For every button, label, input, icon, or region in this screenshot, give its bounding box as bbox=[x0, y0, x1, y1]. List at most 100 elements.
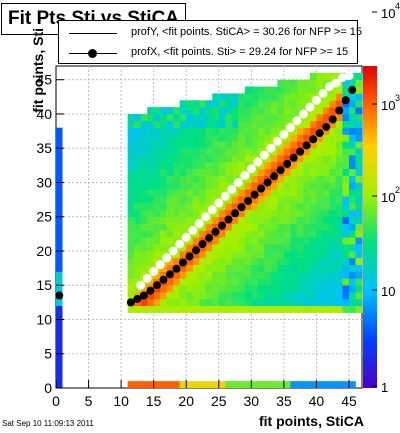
heat-cell bbox=[309, 298, 317, 307]
heat-cell bbox=[270, 216, 278, 224]
heat-cell bbox=[296, 175, 304, 183]
heat-cell bbox=[127, 285, 135, 293]
y-tick-label: 25 bbox=[36, 209, 52, 225]
heat-cell bbox=[303, 120, 311, 128]
heat-cell-left bbox=[56, 326, 63, 334]
heat-cell bbox=[218, 216, 226, 224]
heat-cell-bottom bbox=[218, 381, 226, 388]
heat-cell bbox=[277, 155, 285, 163]
heat-cell bbox=[296, 93, 304, 101]
heat-cell bbox=[296, 127, 304, 135]
heat-cell bbox=[342, 79, 350, 87]
heat-cell-bottom bbox=[309, 381, 317, 388]
profx-point bbox=[328, 115, 337, 124]
heat-cell bbox=[257, 175, 265, 183]
heat-cell bbox=[283, 250, 291, 259]
heat-cell bbox=[277, 244, 285, 252]
profy-point bbox=[175, 239, 185, 249]
heat-cell bbox=[179, 120, 187, 128]
profy-point bbox=[311, 95, 321, 105]
heat-cell bbox=[322, 271, 330, 279]
heat-cell bbox=[296, 100, 304, 108]
heat-cell bbox=[316, 182, 324, 190]
heat-cell bbox=[251, 278, 259, 286]
heat-cell-bottom bbox=[238, 381, 246, 388]
profx-point bbox=[218, 221, 227, 230]
heat-cell bbox=[225, 292, 233, 300]
heat-cell bbox=[264, 237, 272, 245]
heat-cell bbox=[335, 271, 343, 279]
heat-cell bbox=[316, 257, 324, 265]
heat-cell bbox=[270, 203, 278, 211]
heat-cell bbox=[264, 100, 272, 108]
y-tick-label: 45 bbox=[36, 72, 52, 88]
heat-cell bbox=[355, 298, 363, 307]
legend-label-profx: profX, <fit points. Sti> = 29.24 for NFP… bbox=[131, 46, 349, 58]
heat-cell bbox=[335, 161, 343, 170]
heat-cell bbox=[277, 175, 285, 183]
heat-cell bbox=[322, 298, 330, 307]
heat-cell bbox=[238, 182, 246, 190]
heat-cell bbox=[244, 298, 252, 307]
heat-cell-bottom bbox=[205, 381, 213, 388]
heat-cell bbox=[153, 292, 161, 300]
heat-cell bbox=[212, 113, 220, 122]
heat-cell bbox=[192, 209, 200, 218]
heat-cell bbox=[134, 168, 141, 176]
heat-cell bbox=[153, 182, 161, 190]
heat-cell bbox=[186, 237, 194, 245]
heat-cell bbox=[348, 271, 356, 279]
heat-cell-left bbox=[56, 209, 63, 218]
heat-cell bbox=[205, 285, 213, 293]
heat-cell bbox=[140, 250, 148, 259]
heat-cell bbox=[296, 230, 304, 238]
heat-cell bbox=[355, 182, 363, 190]
heat-cell bbox=[212, 196, 220, 204]
heat-cell bbox=[127, 168, 135, 176]
heat-cell bbox=[322, 250, 330, 259]
heat-cell bbox=[127, 161, 135, 170]
profy-point bbox=[240, 171, 250, 181]
heat-cell bbox=[166, 113, 174, 122]
heat-cell bbox=[166, 182, 174, 190]
heat-cell bbox=[316, 113, 324, 122]
heat-cell bbox=[205, 182, 213, 190]
heat-cell bbox=[225, 189, 233, 197]
heat-cell bbox=[134, 305, 141, 313]
heat-cell bbox=[251, 305, 259, 313]
heat-cell bbox=[205, 271, 213, 279]
heat-cell bbox=[303, 79, 311, 87]
heat-cell bbox=[290, 168, 298, 176]
heat-cell bbox=[212, 161, 220, 170]
heat-cell-left bbox=[56, 374, 63, 382]
heat-cell bbox=[257, 203, 265, 211]
heat-cell bbox=[329, 196, 337, 204]
heat-cell bbox=[296, 292, 304, 300]
heat-cell bbox=[212, 148, 220, 156]
heat-cell bbox=[205, 148, 213, 156]
heat-cell bbox=[283, 230, 291, 238]
heat-cell-bottom bbox=[199, 381, 207, 388]
heat-cell bbox=[316, 107, 324, 115]
heat-cell bbox=[173, 161, 181, 170]
heat-cell bbox=[147, 182, 154, 190]
heat-cell bbox=[218, 292, 226, 300]
heat-cell bbox=[192, 250, 200, 259]
heat-cell bbox=[244, 182, 252, 190]
heat-cell bbox=[140, 141, 148, 149]
heat-cell bbox=[186, 107, 194, 115]
heat-cell bbox=[225, 223, 233, 231]
heat-cell-bottom bbox=[335, 381, 343, 388]
heat-cell bbox=[179, 264, 187, 272]
heat-cell bbox=[355, 155, 363, 163]
heat-cell bbox=[127, 292, 135, 300]
heat-cell-left bbox=[56, 319, 63, 327]
heat-cell bbox=[316, 155, 324, 163]
heat-cell bbox=[251, 127, 259, 135]
y-tick-label: 30 bbox=[36, 174, 52, 190]
profy-point bbox=[246, 164, 256, 174]
profx-point bbox=[55, 291, 64, 300]
heat-cell bbox=[231, 298, 239, 307]
heat-cell bbox=[329, 292, 337, 300]
heat-cell bbox=[264, 141, 272, 149]
